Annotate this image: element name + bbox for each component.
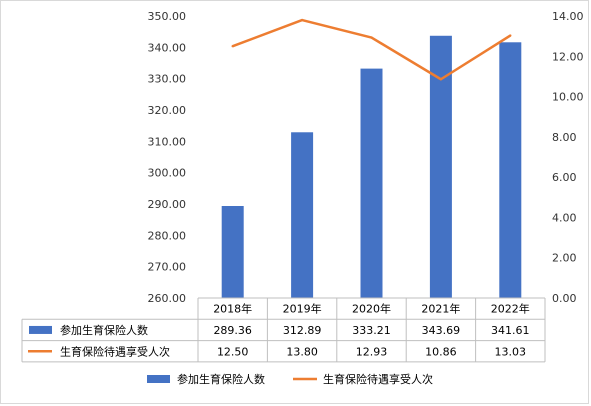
left-tick-label-5: 310.00 <box>148 135 187 148</box>
bar-4 <box>499 42 522 298</box>
bar-0 <box>221 206 244 298</box>
category-label-4: 2022年 <box>491 302 530 316</box>
right-tick-label-1: 2.00 <box>552 252 577 265</box>
category-label-1: 2019年 <box>283 302 322 316</box>
line-point-4 <box>509 34 512 37</box>
category-label-0: 2018年 <box>213 302 252 316</box>
line-value-2: 12.93 <box>356 345 388 358</box>
right-tick-label-4: 8.00 <box>552 131 577 144</box>
category-label-3: 2021年 <box>421 302 460 316</box>
bar-3 <box>429 35 452 298</box>
bars-group <box>221 35 522 298</box>
bar-value-3: 343.69 <box>422 324 461 337</box>
line-value-1: 13.80 <box>286 345 318 358</box>
left-tick-label-3: 290.00 <box>148 198 187 211</box>
left-tick-label-9: 350.00 <box>148 10 187 23</box>
legend: 参加生育保险人数 生育保险待遇享受人次 <box>147 372 433 386</box>
left-tick-label-2: 280.00 <box>148 229 187 242</box>
right-tick-label-3: 6.00 <box>552 171 577 184</box>
table-key-bar <box>29 325 52 334</box>
line-value-0: 12.50 <box>217 345 249 358</box>
right-tick-label-7: 14.00 <box>552 10 584 23</box>
table-row-label-1: 生育保险待遇享受人次 <box>60 344 170 358</box>
line-value-4: 13.03 <box>495 345 527 358</box>
line-series-group <box>231 18 512 81</box>
left-tick-label-4: 300.00 <box>148 167 187 180</box>
right-axis-ticks: 0.00 2.00 4.00 6.00 8.00 10.00 12.00 14.00 <box>552 10 584 305</box>
line-point-2 <box>370 36 373 39</box>
left-tick-label-1: 270.00 <box>148 261 187 274</box>
right-tick-label-5: 10.00 <box>552 91 584 104</box>
legend-label-0: 参加生育保险人数 <box>177 372 265 386</box>
line-point-1 <box>300 18 304 22</box>
right-tick-label-2: 4.00 <box>552 211 577 224</box>
bar-value-2: 333.21 <box>352 324 391 337</box>
left-tick-label-6: 320.00 <box>148 104 187 117</box>
data-table: 2018年 2019年 2020年 2021年 2022年参加生育保险人数生育保险待遇享… <box>21 297 546 363</box>
right-tick-label-0: 0.00 <box>552 292 577 305</box>
table-row-label-0: 参加生育保险人数 <box>60 323 148 337</box>
line-value-3: 10.86 <box>425 345 457 358</box>
line-point-3 <box>439 78 443 81</box>
bar-value-0: 289.36 <box>213 324 252 337</box>
legend-label-1: 生育保险待遇享受人次 <box>323 372 433 386</box>
left-tick-label-0: 260.00 <box>148 292 187 305</box>
bar-value-4: 341.61 <box>491 324 530 337</box>
line-point-0 <box>231 45 234 48</box>
bar-2 <box>360 68 383 298</box>
left-axis-ticks: 260.00 270.00 280.00 290.00 300.00 310.00 320.… <box>148 10 187 305</box>
right-tick-label-6: 12.00 <box>552 50 584 63</box>
legend-key-bar <box>147 375 170 383</box>
category-label-2: 2020年 <box>352 302 391 316</box>
bar-value-1: 312.89 <box>283 324 322 337</box>
left-tick-label-8: 340.00 <box>148 41 187 54</box>
bar-1 <box>291 132 314 298</box>
left-tick-label-7: 330.00 <box>148 73 187 86</box>
